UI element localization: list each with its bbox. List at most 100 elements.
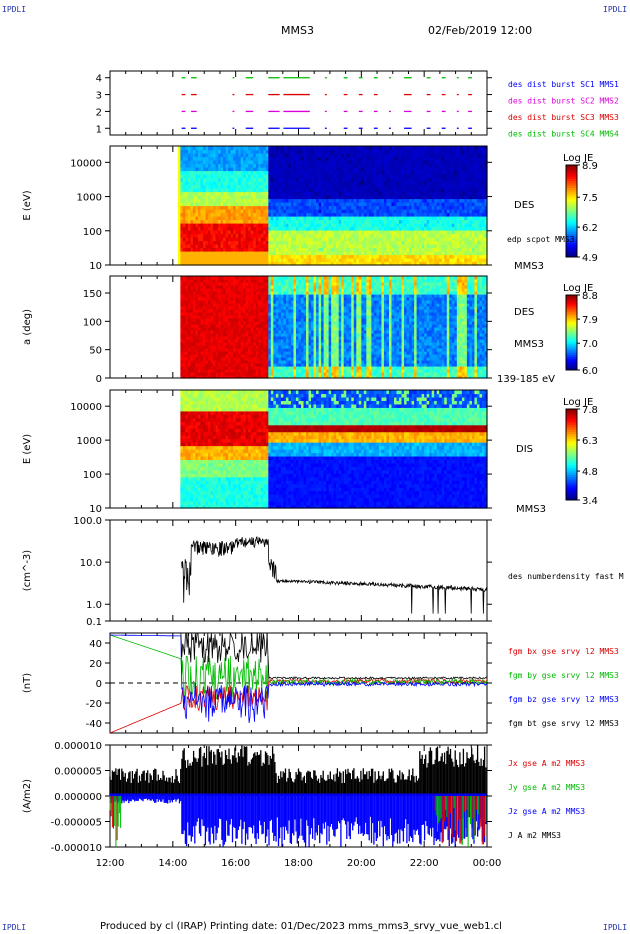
des-energy-cell bbox=[409, 177, 413, 182]
des-energy-cell bbox=[416, 156, 420, 161]
des-energy-cell bbox=[426, 254, 430, 259]
des-energy-cell bbox=[386, 167, 390, 172]
des-energy-cell bbox=[356, 167, 360, 172]
des-energy-cell bbox=[331, 195, 335, 200]
des-energy-cell bbox=[225, 247, 229, 252]
des-energy-cell bbox=[298, 167, 302, 172]
des-energy-cell bbox=[301, 170, 305, 175]
des-energy-cell bbox=[220, 258, 224, 263]
des-energy-cell bbox=[290, 240, 295, 245]
des-energy-cell bbox=[431, 223, 435, 228]
des-energy-cell bbox=[280, 181, 285, 186]
des-energy-cell bbox=[180, 202, 184, 207]
des-energy-cell bbox=[441, 174, 445, 179]
des-energy-cell bbox=[424, 191, 428, 196]
des-energy-cell bbox=[245, 191, 249, 196]
des-energy-cell bbox=[308, 205, 312, 210]
des-energy-cell bbox=[225, 167, 229, 172]
des-energy-cell bbox=[290, 230, 295, 235]
des-energy-cell bbox=[228, 181, 232, 186]
des-energy-cell bbox=[446, 174, 450, 179]
des-energy-cell bbox=[441, 160, 445, 165]
des-pitch-cell bbox=[195, 360, 199, 364]
des-energy-cell bbox=[298, 261, 302, 266]
des-energy-cell bbox=[243, 212, 247, 217]
des-energy-cell bbox=[381, 174, 385, 179]
des-energy-cell bbox=[190, 233, 194, 238]
des-energy-cell bbox=[275, 184, 279, 189]
des-energy-cell bbox=[180, 216, 184, 221]
des-pitch-cell bbox=[192, 318, 197, 322]
des-energy-cell bbox=[208, 188, 212, 193]
des-energy-cell bbox=[386, 233, 390, 238]
des-energy-cell bbox=[421, 177, 425, 182]
des-energy-cell bbox=[200, 146, 204, 151]
des-energy-cell bbox=[306, 237, 310, 242]
des-energy-cell bbox=[406, 237, 410, 242]
des-energy-cell bbox=[185, 261, 189, 266]
des-energy-cell bbox=[250, 209, 254, 214]
des-energy-cell bbox=[306, 212, 310, 217]
des-energy-cell bbox=[414, 254, 418, 259]
des-energy-cell bbox=[213, 254, 217, 259]
des-energy-colorbar-step bbox=[566, 236, 577, 240]
des-energy-cell bbox=[376, 188, 380, 193]
des-energy-cell bbox=[484, 226, 488, 231]
des-energy-cell bbox=[283, 195, 287, 200]
des-energy-cell bbox=[416, 251, 420, 256]
des-energy-cell bbox=[479, 209, 483, 214]
des-energy-cell bbox=[185, 258, 189, 263]
des-energy-cell bbox=[331, 247, 335, 252]
des-pitch-cell bbox=[190, 294, 194, 298]
des-energy-cell bbox=[265, 181, 269, 186]
des-pitch-cell bbox=[205, 354, 209, 358]
des-energy-cell bbox=[353, 226, 357, 231]
des-energy-cell bbox=[479, 261, 483, 266]
des-energy-cell bbox=[348, 174, 352, 179]
des-energy-cell bbox=[288, 233, 292, 238]
des-energy-cell bbox=[356, 160, 360, 165]
des-energy-cell bbox=[439, 230, 443, 235]
des-energy-cell bbox=[301, 163, 305, 168]
des-energy-cell bbox=[351, 244, 355, 249]
des-energy-cell bbox=[371, 244, 375, 249]
des-energy-cell bbox=[446, 156, 450, 161]
des-energy-cell bbox=[451, 174, 455, 179]
des-energy-cell bbox=[399, 177, 403, 182]
des-energy-cell bbox=[275, 191, 279, 196]
des-energy-cell bbox=[331, 188, 335, 193]
des-energy-cell bbox=[250, 202, 254, 207]
des-energy-cell bbox=[376, 163, 380, 168]
des-energy-cell bbox=[323, 149, 327, 154]
des-energy-cell bbox=[341, 251, 345, 256]
des-energy-cell bbox=[190, 251, 194, 256]
des-energy-cell bbox=[240, 170, 244, 175]
des-pitch-cell bbox=[202, 318, 207, 322]
des-energy-cell bbox=[223, 261, 227, 266]
des-energy-cell bbox=[464, 219, 468, 224]
des-energy-cell bbox=[235, 202, 239, 207]
des-energy-cell bbox=[218, 226, 222, 231]
des-energy-cell bbox=[368, 230, 372, 235]
des-energy-cell bbox=[421, 149, 425, 154]
des-energy-cell bbox=[371, 212, 375, 217]
des-energy-cell bbox=[479, 170, 483, 175]
des-pitch-cell bbox=[185, 354, 189, 358]
des-energy-cell bbox=[187, 230, 192, 235]
des-energy-cell bbox=[230, 205, 234, 210]
des-energy-cell bbox=[295, 230, 300, 235]
des-energy-cell bbox=[441, 261, 445, 266]
des-energy-cell bbox=[373, 254, 378, 259]
des-energy-cell bbox=[336, 233, 340, 238]
des-energy-cell bbox=[321, 226, 325, 231]
des-energy-cell bbox=[208, 244, 212, 249]
des-energy-cell bbox=[295, 261, 300, 266]
des-energy-cell bbox=[205, 237, 209, 242]
des-energy-cell bbox=[225, 216, 229, 221]
des-energy-cell bbox=[205, 177, 209, 182]
des-energy-cell bbox=[394, 174, 398, 179]
des-pitch-cell bbox=[180, 306, 184, 310]
des-energy-cell bbox=[295, 170, 300, 175]
des-energy-cell bbox=[399, 184, 403, 189]
